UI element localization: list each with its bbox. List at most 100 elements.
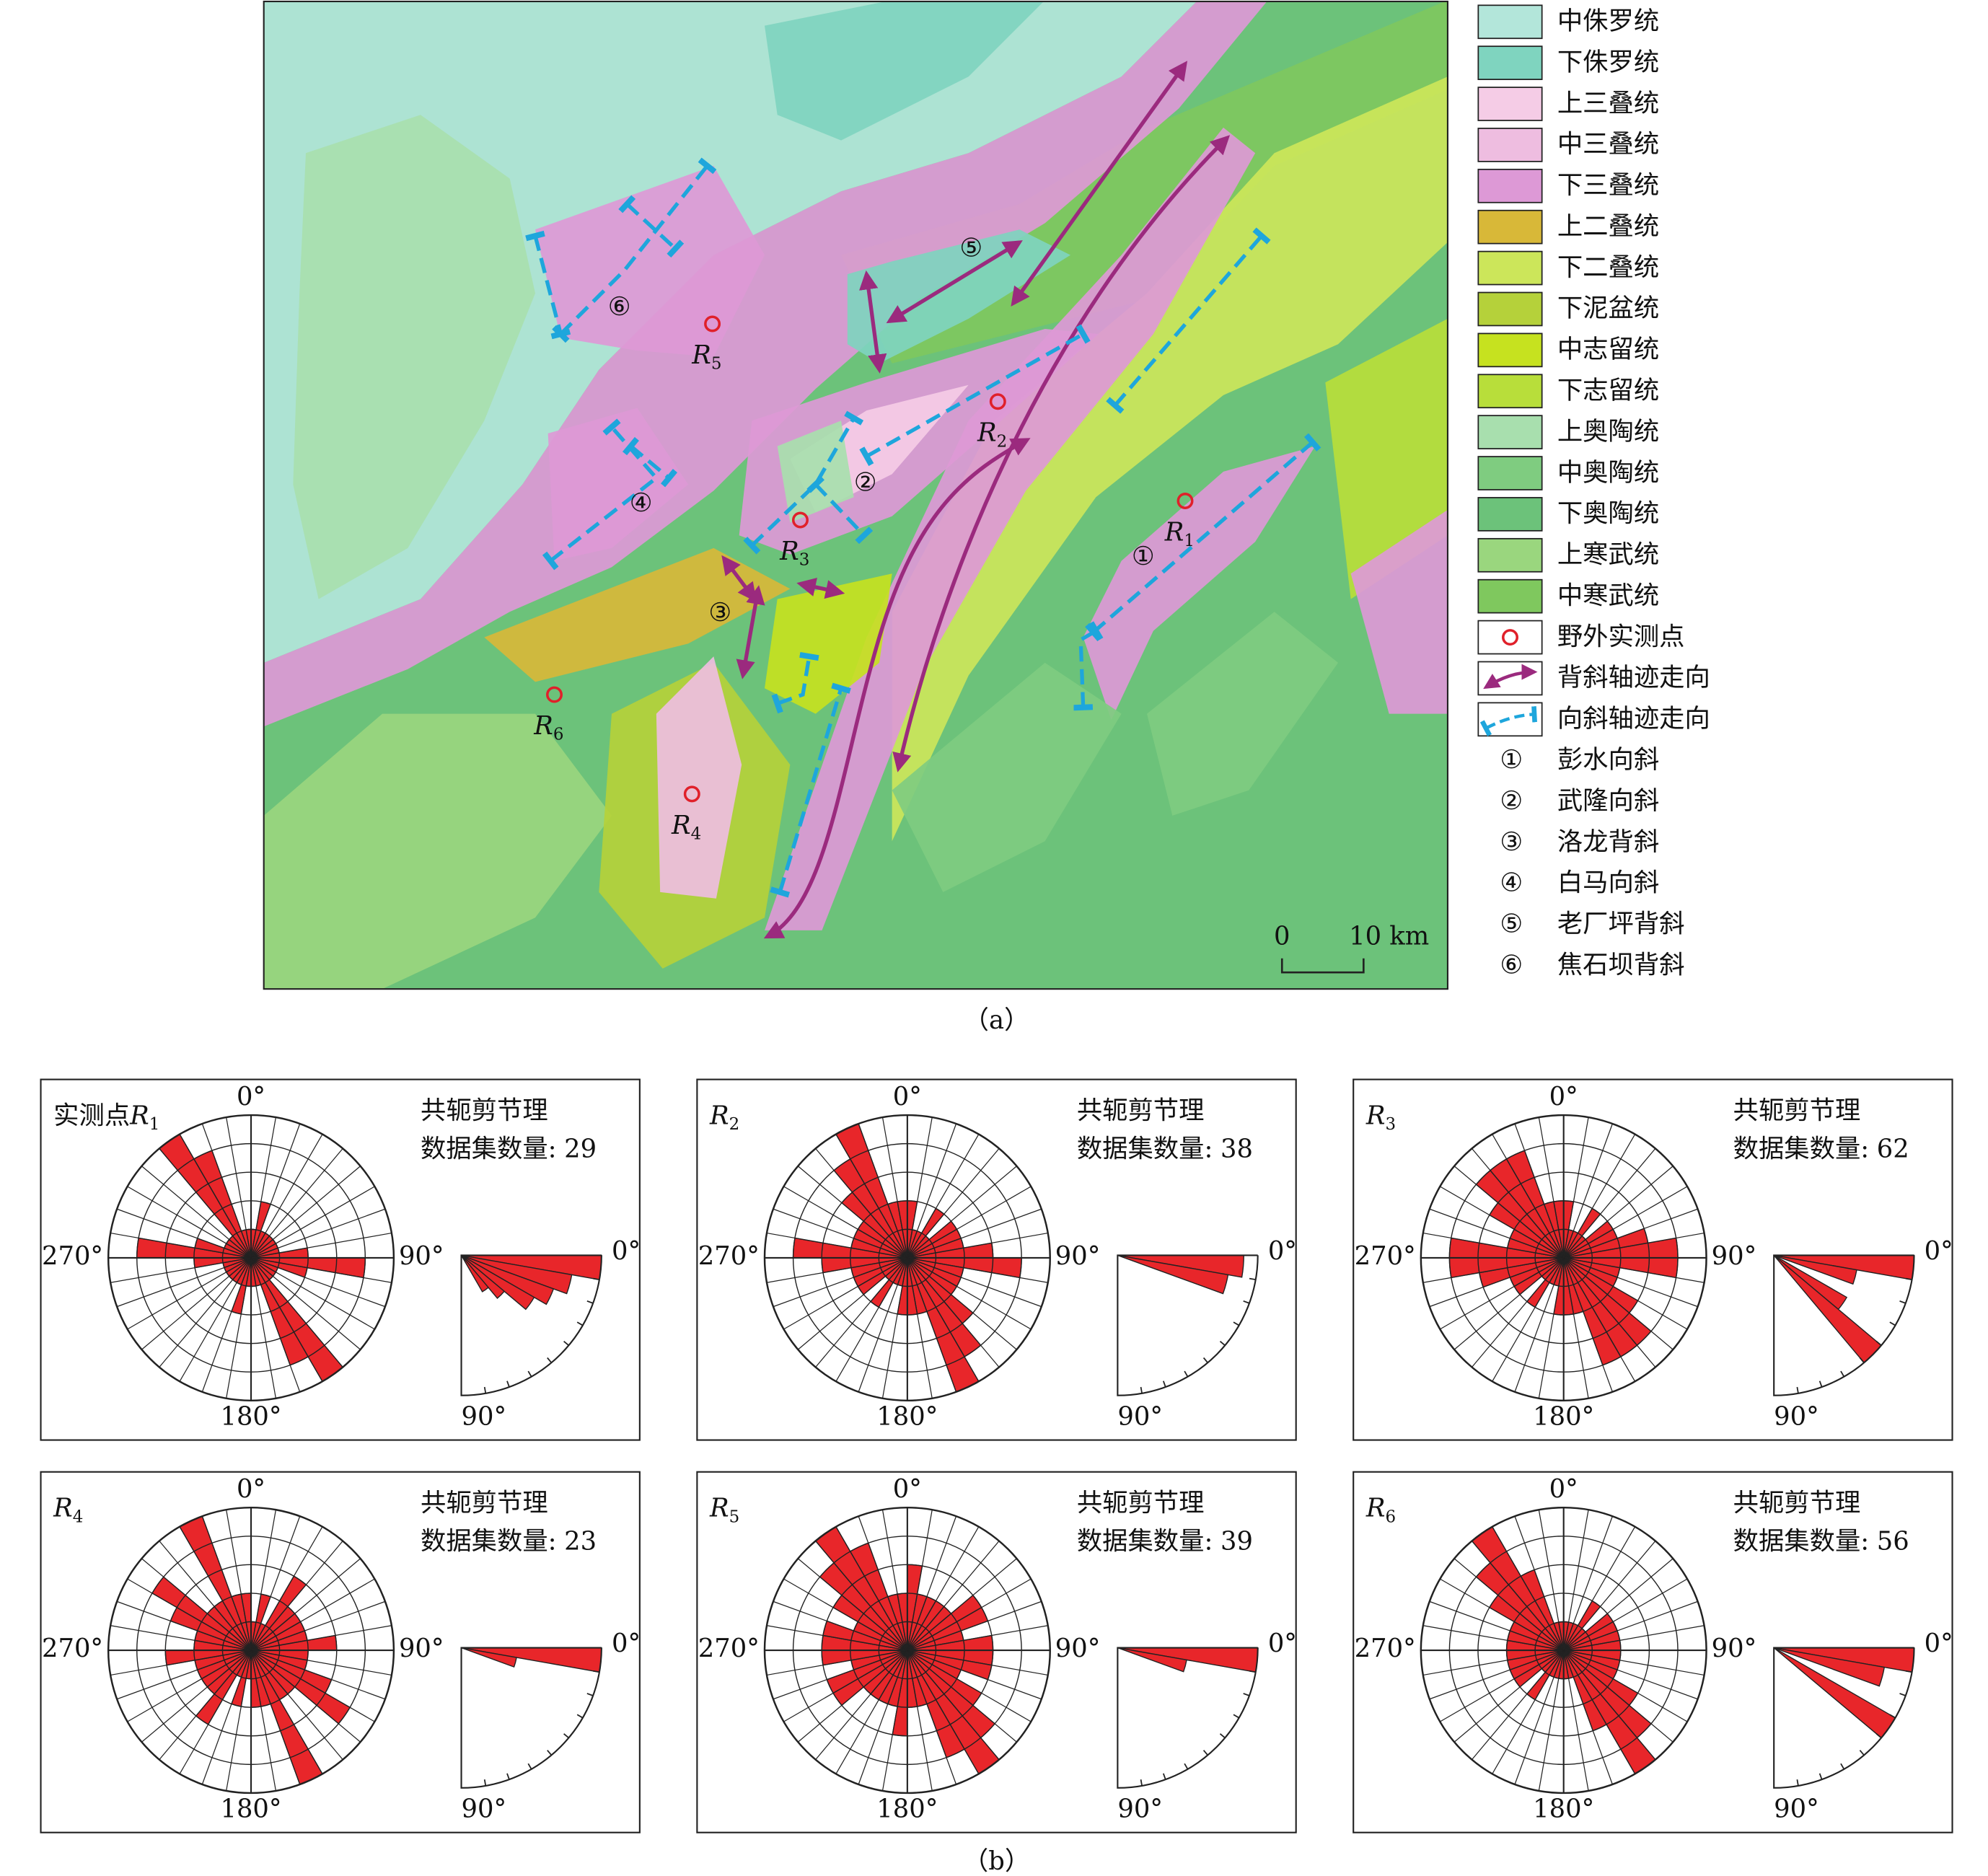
syncline-axis [1106,227,1271,414]
legend-label: 下二叠统 [1557,252,1659,282]
panel-sub: 3 [1385,1115,1396,1134]
rose-spoke [907,1650,933,1792]
rose-spoke [907,1117,933,1259]
rose-spoke [1563,1510,1589,1651]
dip-label-0: 0° [1925,1629,1953,1658]
rose-spoke [766,1650,907,1676]
panel-label: R5 [709,1494,739,1527]
count-value: 62 [1877,1135,1909,1164]
dip-arc-tick [1202,1357,1208,1363]
count-label: 数据集数量: [421,1135,557,1164]
legend-swatch [1477,250,1543,286]
panel-title: 共轭剪节理 [1077,1489,1205,1518]
rose-spoke [1453,1257,1565,1350]
syncline-axis [622,436,678,488]
rose-spoke [250,1232,392,1259]
rose-spoke [110,1257,252,1283]
dip-arc-tick [1184,1763,1189,1770]
dir-label-270: 270° [1355,1241,1416,1271]
rose-spoke [1514,1257,1565,1393]
rose-spoke [159,1650,252,1761]
dip-arc-tick [483,1386,487,1393]
rose-spoke [1514,1650,1565,1785]
rose-spoke [1492,1650,1565,1774]
rose-spoke [815,1257,908,1368]
rose-spoke [797,1257,908,1350]
rose-spoke [815,1650,908,1761]
legend-swatch [1477,497,1543,532]
rose-spoke [250,1541,343,1651]
rose-spoke [907,1650,1048,1676]
rose-spoke [159,1541,252,1651]
field-point [683,785,700,803]
dip-arc-tick [593,1670,600,1673]
rose-spoke [835,1526,908,1651]
dir-label-90: 90° [1055,1634,1101,1663]
dip-wedge [460,1254,490,1292]
count-value: 56 [1877,1527,1909,1556]
rose-spoke [907,1526,980,1651]
panel-letter: R [1365,1494,1386,1523]
dip-arc-tick [1840,1763,1845,1770]
point-sub: 3 [799,551,810,570]
rose-spoke [250,1650,375,1722]
rose-spoke [1422,1232,1564,1259]
dip-arc-tick [483,1779,487,1787]
dip-arc-tick [1889,1321,1896,1326]
rose-spoke [1453,1558,1565,1651]
point-label: R3 [779,537,809,570]
rose-spoke [1563,1600,1698,1651]
rose-spoke [773,1208,908,1259]
rose-spoke [783,1578,908,1651]
rose-spoke [907,1650,1000,1761]
rock-unit [1325,318,1448,599]
rose-spoke [250,1257,301,1393]
rose-spoke [1563,1208,1698,1259]
rose-spoke [858,1257,908,1393]
dip-arc-tick [547,1750,553,1756]
rose-spoke [1422,1625,1564,1651]
legend-fold-number: ① [1500,745,1523,775]
dip-arc-tick [1233,1714,1240,1719]
dip-arc-tick [1140,1386,1143,1393]
fold-number: ⑥ [608,292,631,322]
rose-spoke [907,1510,933,1651]
dip-arc-tick [1875,1340,1882,1346]
panel-title: 共轭剪节理 [1733,1489,1861,1518]
panel-letter: R [53,1494,73,1523]
dip-arc-tick [1140,1779,1143,1787]
panel-count: 数据集数量: 29 [421,1135,597,1164]
count-label: 数据集数量: [1733,1135,1870,1164]
dir-label-0: 0° [1549,1474,1578,1504]
syncline-axis [1073,621,1104,711]
dip-quadrant [1773,1647,1915,1789]
rose-spoke [250,1650,392,1676]
rose-spoke [773,1257,908,1308]
dir-label-90: 90° [1712,1634,1757,1663]
point-label: R6 [533,711,563,744]
rose-spoke [783,1257,908,1330]
rose-spoke [907,1578,1032,1651]
legend-swatch [1477,333,1543,368]
fold-number: ② [854,468,877,498]
point-sub: 5 [711,355,722,374]
rose-spoke [250,1117,277,1259]
point-label: R1 [1164,517,1195,550]
rose-spoke [250,1650,277,1792]
dip-arc-tick [1184,1370,1189,1378]
rose-spoke [1563,1515,1613,1651]
rose-spoke [1563,1650,1589,1792]
point-label: R5 [691,340,721,374]
legend-label: 中志留统 [1557,335,1659,364]
legend-swatch [1477,537,1543,573]
rose-spoke [1472,1650,1565,1761]
count-value: 23 [564,1527,597,1556]
dip-label-90: 90° [1774,1794,1819,1824]
legend-label: 中侏罗统 [1557,6,1659,36]
rose-spoke [127,1186,252,1259]
legend-symbol-box [1477,620,1543,655]
legend-label: 中寒武统 [1557,581,1659,610]
dir-label-0: 0° [893,1082,922,1111]
dip-arc-tick [1219,1340,1226,1346]
